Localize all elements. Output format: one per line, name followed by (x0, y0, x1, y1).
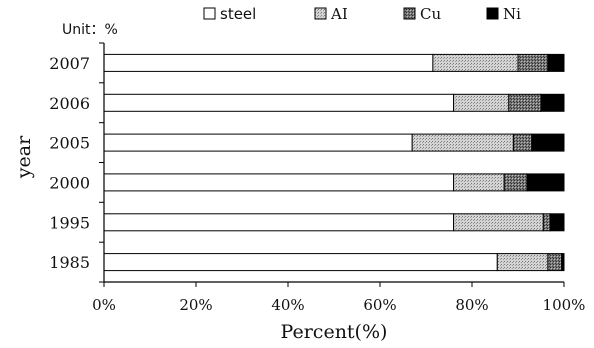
bar-segment-cu-2000 (503, 173, 528, 192)
axes (103, 43, 564, 283)
bar-segment-steel-2006 (103, 93, 455, 112)
bar-segment-steel-1985 (103, 253, 498, 272)
legend-swatch-ni (486, 7, 499, 20)
bar-segment-steel-2007 (103, 53, 434, 72)
bar-segment-steel-2005 (103, 133, 413, 152)
y-tick-labels: 2007 2006 2005 2000 1995 1985 (49, 42, 104, 283)
x-axis-title: Percent(%) (281, 321, 388, 343)
bar-segment-ai-2006 (453, 93, 510, 112)
bar-segment-steel-2000 (103, 173, 455, 192)
legend-label-ni: Ni (503, 5, 521, 23)
y-tick-label-1995: 1995 (49, 213, 90, 232)
bar-segment-ni-2005 (531, 133, 565, 152)
bar-segment-ai-2005 (411, 133, 514, 152)
bar-segment-steel-1995 (103, 213, 455, 232)
bar-segment-ai-1985 (496, 253, 549, 272)
legend-label-cu: Cu (420, 5, 441, 23)
unit-label: Unit：% (62, 22, 118, 38)
y-tick-label-2006: 2006 (49, 94, 90, 113)
bar-segment-ni-1985 (561, 253, 565, 272)
x-tick-label-20pct: 20% (179, 296, 212, 314)
y-tick-label-2007: 2007 (49, 54, 90, 73)
legend-label-steel: steel (220, 5, 256, 23)
bar-segment-cu-1995 (542, 213, 551, 232)
x-tick-label-100pct: 100% (543, 296, 586, 314)
legend-swatch-steel (203, 7, 216, 20)
bar-segment-cu-2005 (512, 133, 533, 152)
x-tick-label-0pct: 0% (92, 296, 116, 314)
bar-segment-cu-2007 (517, 53, 549, 72)
bar-segment-ni-2006 (540, 93, 565, 112)
y-tick-label-2005: 2005 (49, 134, 90, 153)
bar-segment-ni-2000 (526, 173, 565, 192)
bars (103, 53, 565, 272)
bar-segment-cu-1985 (547, 253, 563, 272)
x-tick-label-60pct: 60% (363, 296, 396, 314)
legend-swatch-ai (314, 7, 327, 20)
y-tick-label-1985: 1985 (49, 253, 90, 272)
legend-label-ai: AI (330, 5, 348, 23)
x-tick-labels: 0% 20% 40% 60% 80% 100% (92, 282, 585, 314)
x-tick-label-80pct: 80% (455, 296, 488, 314)
legend: steel AI Cu Ni (203, 5, 521, 23)
x-tick-label-40pct: 40% (271, 296, 304, 314)
bar-segment-ai-2007 (432, 53, 519, 72)
legend-swatch-cu (403, 7, 416, 20)
bar-segment-ni-1995 (549, 213, 565, 232)
bar-segment-ni-2007 (547, 53, 565, 72)
y-tick-label-2000: 2000 (49, 173, 90, 192)
bar-segment-ai-1995 (453, 213, 544, 232)
bar-segment-cu-2006 (508, 93, 542, 112)
y-axis-title: year (13, 135, 35, 179)
bar-segment-ai-2000 (453, 173, 505, 192)
